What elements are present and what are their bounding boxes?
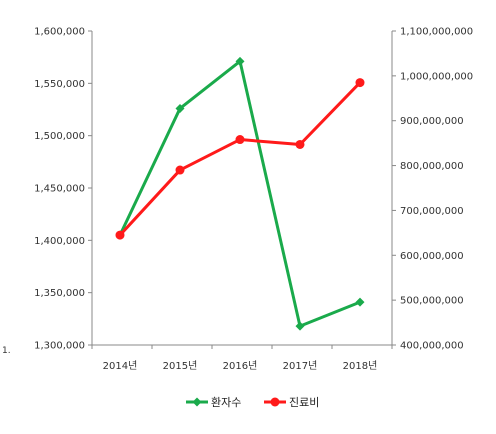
right-y-tick-label: 900,000,000	[400, 116, 464, 127]
left-y-tick-label: 1,400,000	[34, 236, 85, 247]
left-y-tick-label: 1,450,000	[34, 184, 85, 195]
right-y-tick-label: 1,000,000,000	[400, 71, 473, 82]
left-y-tick-label: 1,300,000	[34, 341, 85, 352]
right-y-tick-label: 1,100,000,000	[400, 27, 473, 38]
left-y-tick-label: 1,500,000	[34, 131, 85, 142]
data-point-diamond	[235, 56, 245, 66]
data-point-circle	[235, 135, 245, 145]
x-tick-label: 2015년	[163, 360, 198, 372]
legend-label-1: 환자수	[211, 396, 241, 409]
data-point-circle	[175, 165, 185, 175]
left-y-tick-label: 1,600,000	[34, 27, 85, 38]
data-point-circle	[270, 397, 280, 407]
data-point-circle	[115, 230, 125, 240]
data-point-circle	[295, 139, 305, 149]
data-point-diamond	[175, 103, 185, 113]
stray-text: 1.	[2, 346, 11, 356]
data-point-diamond	[192, 397, 202, 407]
legend: 환자수 진료비	[186, 396, 319, 409]
left-y-tick-label: 1,350,000	[34, 288, 85, 299]
right-y-tick-label: 800,000,000	[400, 161, 464, 172]
right-y-tick-label: 500,000,000	[400, 296, 464, 307]
right-y-tick-label: 400,000,000	[400, 341, 464, 352]
left-y-tick-label: 1,550,000	[34, 79, 85, 90]
x-tick-label: 2017년	[283, 360, 318, 372]
x-tick-label: 2018년	[343, 360, 378, 372]
data-point-diamond	[355, 297, 365, 307]
axes-layer: 1,300,000 1,350,000 1,400,000 1,450,000 1,50…	[34, 27, 473, 373]
x-tick-label: 2014년	[103, 360, 138, 372]
data-point-circle	[355, 78, 365, 88]
legend-label-2: 진료비	[289, 396, 319, 409]
right-y-tick-label: 600,000,000	[400, 251, 464, 262]
right-y-tick-label: 700,000,000	[400, 206, 464, 217]
marks-layer	[115, 56, 365, 331]
x-tick-label: 2016년	[223, 360, 258, 372]
data-point-diamond	[295, 321, 305, 331]
